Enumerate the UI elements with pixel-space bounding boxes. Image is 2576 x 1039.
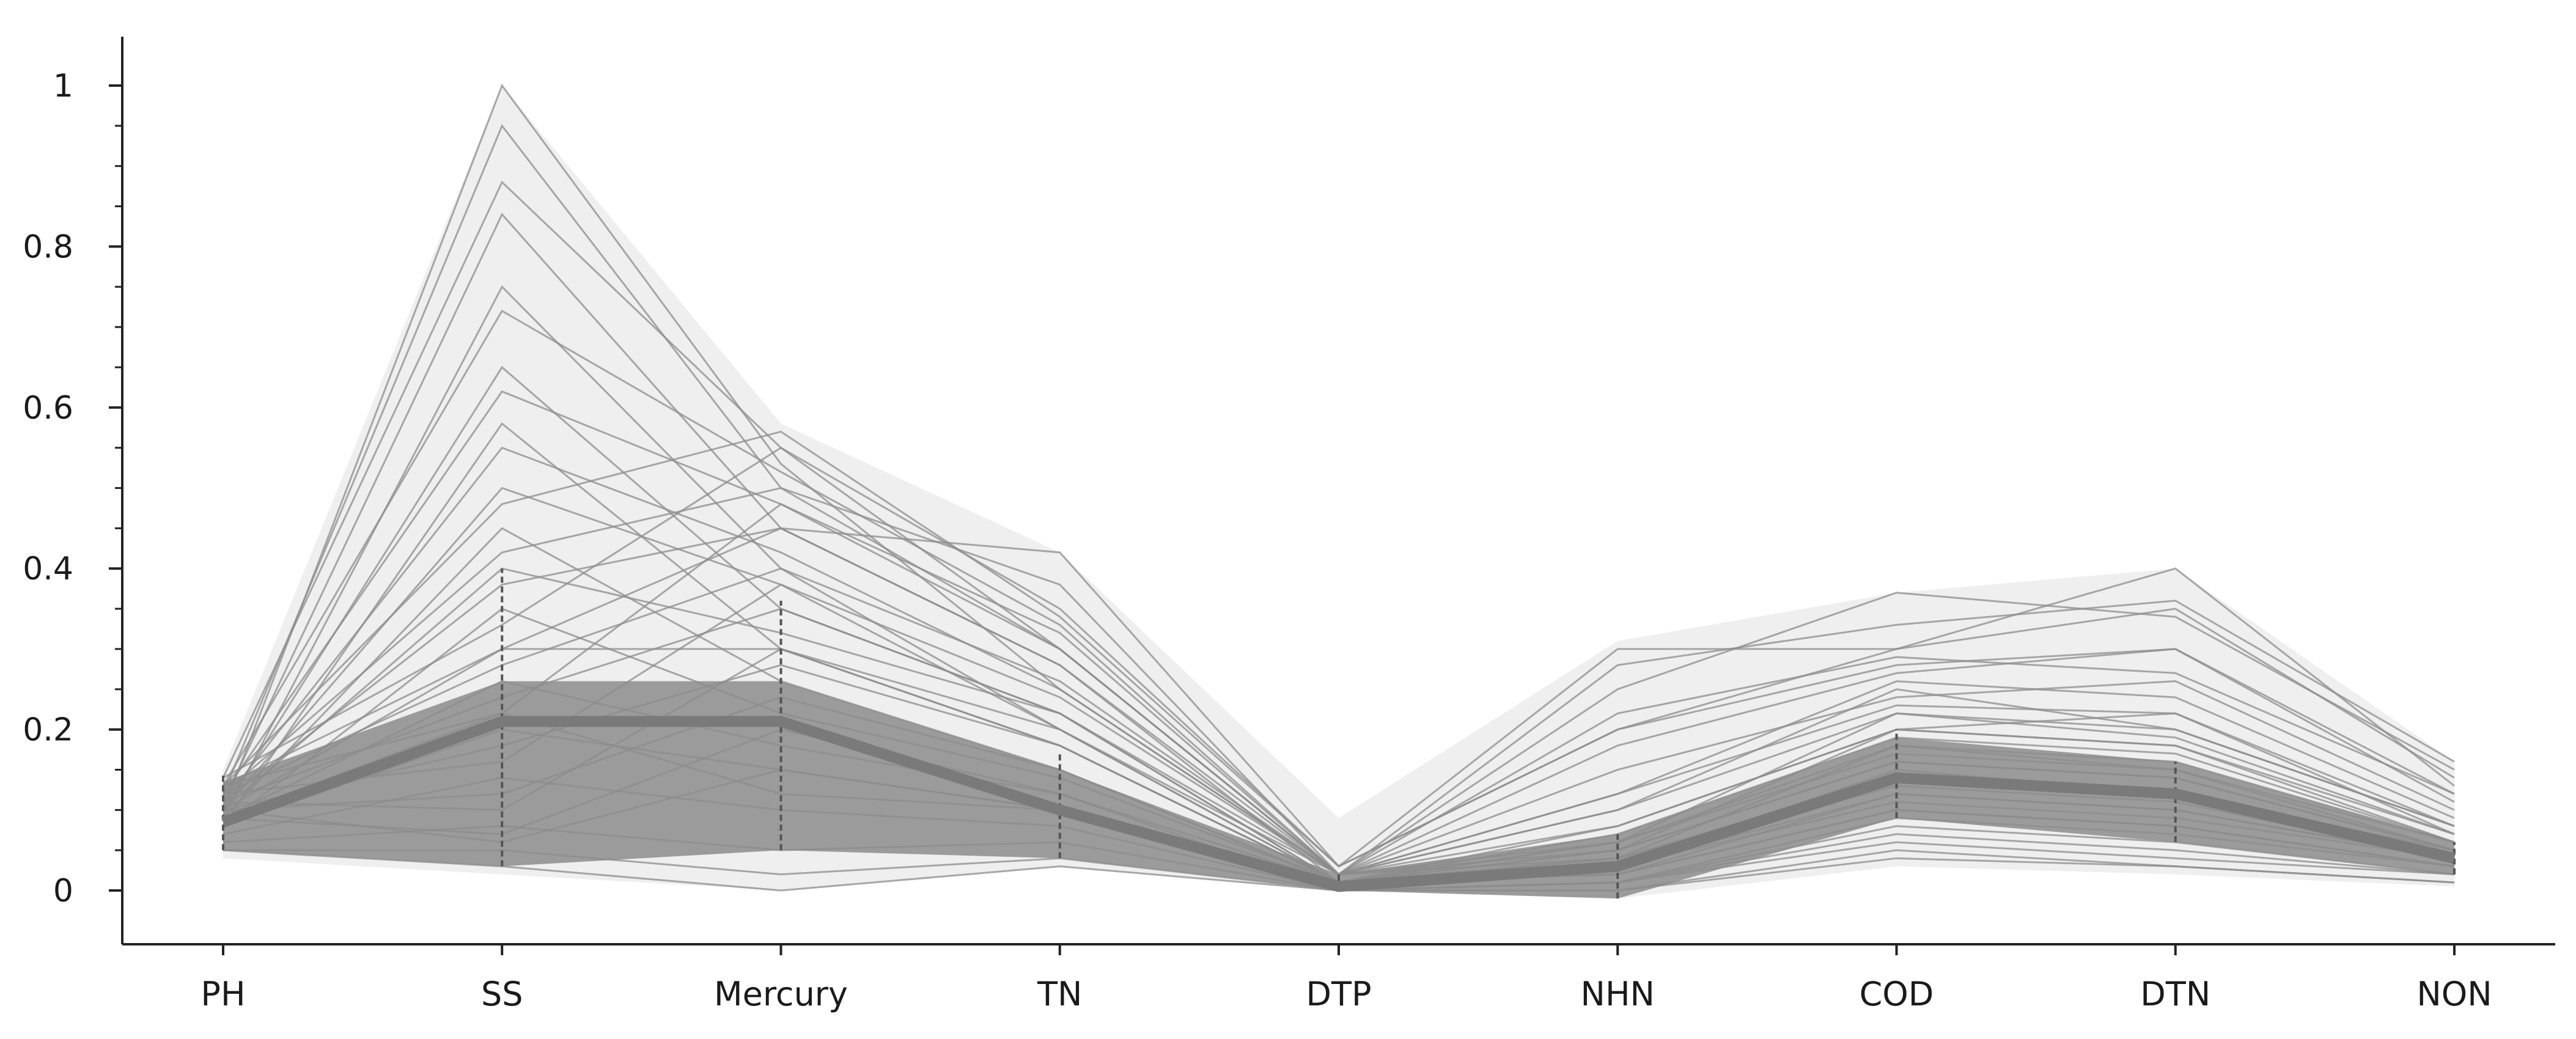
axes-layer: 0 0.2 0.4 0.6 0.8 1 PH SS Mercury TN DTP NHN COD DTN N…: [23, 37, 2555, 1013]
x-tick-label: NHN: [1581, 975, 1655, 1013]
x-tick-label: PH: [201, 975, 245, 1013]
x-tick-label: DTP: [1306, 975, 1371, 1013]
x-tick-label: TN: [1037, 975, 1082, 1013]
mean-line: [221, 716, 2456, 892]
x-tick-label: NON: [2416, 975, 2492, 1013]
x-tick-label: Mercury: [714, 975, 848, 1013]
y-tick-label: 1: [53, 68, 73, 105]
y-tick-label: 0.8: [23, 229, 73, 265]
x-tick-label: DTN: [2140, 975, 2210, 1013]
y-tick-label: 0.6: [23, 390, 73, 427]
x-tick-label: SS: [481, 975, 523, 1013]
x-tick-label: COD: [1860, 975, 1934, 1013]
y-tick-label: 0: [53, 873, 73, 909]
y-tick-label: 0.2: [23, 712, 73, 749]
mean-line-layer: [221, 568, 2456, 899]
y-tick-label: 0.4: [23, 551, 73, 587]
